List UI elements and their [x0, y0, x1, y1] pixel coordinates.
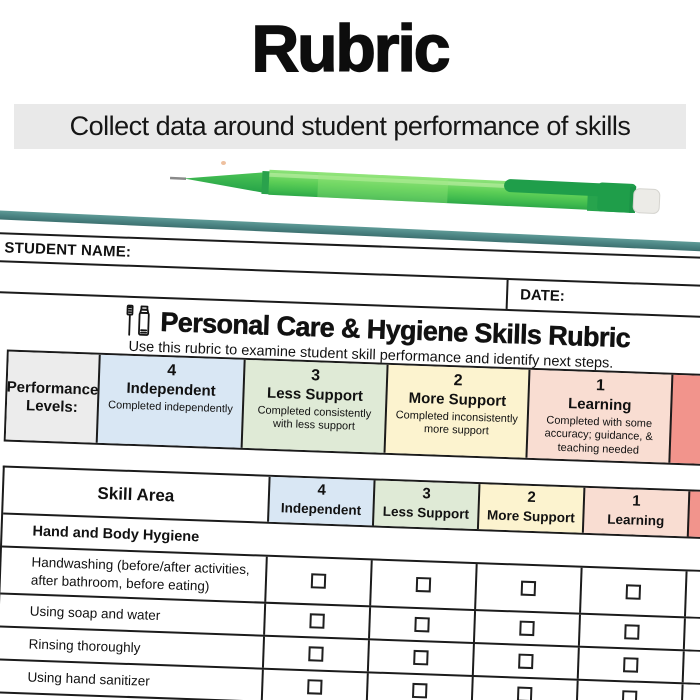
skill-row-label: Handwashing (before/after activities, af…	[30, 554, 250, 594]
column-3-score: 3	[422, 485, 432, 503]
skill-table: Skill Area 4 Independent 3 Less Support …	[0, 465, 700, 700]
rating-checkbox[interactable]	[414, 617, 430, 633]
rating-cell-cutoff	[680, 684, 700, 700]
level-1-cell: 1 Learning Completed with some accuracy;…	[525, 369, 672, 464]
rating-checkbox[interactable]	[307, 679, 323, 696]
rating-cell-4	[260, 670, 367, 700]
rating-checkbox[interactable]	[516, 687, 533, 700]
column-2-more-support: 2 More Support	[476, 484, 584, 534]
worksheet-title-block: Personal Care & Hygiene Skills Rubric Us…	[0, 292, 700, 376]
rating-checkbox[interactable]	[520, 581, 537, 597]
level-0-cutoff-cell	[668, 374, 700, 467]
column-4-score: 4	[317, 481, 327, 500]
rating-checkbox[interactable]	[519, 621, 535, 637]
column-3-less-support: 3 Less Support	[371, 480, 479, 530]
rating-cell-4	[263, 604, 370, 639]
rating-checkbox[interactable]	[621, 690, 638, 700]
poster-subtitle: Collect data around student performance …	[69, 111, 631, 141]
rating-checkbox[interactable]	[310, 573, 327, 590]
performance-levels-label: Performance Levels:	[5, 351, 99, 444]
rating-checkbox[interactable]	[308, 646, 324, 663]
rating-cell-2	[471, 644, 578, 680]
date-label: DATE:	[519, 286, 566, 305]
level-1-name: Learning	[567, 394, 632, 414]
rating-cell-2	[470, 677, 577, 700]
level-4-name: Independent	[126, 379, 216, 400]
rating-cell-cutoff	[682, 618, 700, 653]
rating-cell-2	[474, 564, 581, 614]
level-1-description: Completed with some accuracy; guidance, …	[544, 414, 654, 457]
column-3-name: Less Support	[382, 503, 470, 522]
skill-area-header: Skill Area	[97, 483, 175, 506]
rating-checkbox[interactable]	[413, 650, 429, 666]
level-3-name: Less Support	[266, 384, 364, 405]
level-3-cell: 3 Less Support Completed consistently wi…	[240, 359, 387, 454]
student-name-label: STUDENT NAME:	[4, 238, 132, 261]
rating-cell-4	[261, 637, 368, 672]
rating-checkbox[interactable]	[518, 654, 534, 670]
column-4-name: Independent	[280, 500, 362, 518]
date-field[interactable]	[564, 282, 700, 318]
level-3-description: Completed consistently with less support	[257, 403, 372, 433]
level-2-cell: 2 More Support Completed inconsistently …	[383, 364, 529, 459]
poster-subtitle-bar: Collect data around student performance …	[14, 104, 686, 149]
column-1-name: Learning	[607, 511, 665, 529]
rubric-worksheet: STUDENT NAME: DATE:	[0, 231, 700, 700]
toothbrush-toothpaste-icon	[126, 304, 150, 336]
poster-title: Rubric	[251, 10, 452, 86]
rating-cell-4	[264, 557, 371, 606]
rating-cell-3	[369, 560, 476, 610]
rating-checkbox[interactable]	[625, 584, 642, 601]
rating-cell-cutoff	[681, 651, 700, 686]
column-2-score: 2	[527, 489, 536, 507]
rating-cell-1	[576, 648, 683, 683]
column-2-name: More Support	[486, 507, 575, 526]
rating-checkbox[interactable]	[411, 683, 428, 699]
rating-cell-3	[365, 673, 472, 700]
rating-cell-3	[368, 607, 475, 643]
rating-checkbox[interactable]	[622, 657, 639, 674]
level-4-description: Completed independently	[107, 398, 234, 416]
rating-checkbox[interactable]	[309, 613, 325, 630]
pencil-illustration	[169, 169, 661, 214]
column-1-score: 1	[632, 492, 641, 511]
rating-cell-cutoff	[683, 571, 700, 620]
dust-speck	[221, 161, 226, 165]
rating-cell-3	[366, 640, 473, 676]
column-0-cutoff	[686, 491, 700, 540]
level-2-description: Completed inconsistently more support	[395, 408, 519, 438]
column-4-independent: 4 Independent	[267, 477, 374, 526]
rating-cell-2	[472, 611, 579, 647]
pencil-image	[167, 156, 689, 226]
level-4-cell: 4 Independent Completed independently	[95, 354, 244, 449]
rating-checkbox[interactable]	[415, 577, 432, 593]
column-1-learning: 1 Learning	[581, 488, 689, 537]
rating-cell-1	[579, 568, 686, 617]
rating-cell-1	[575, 681, 682, 700]
level-2-name: More Support	[408, 389, 507, 410]
rating-cell-1	[577, 615, 684, 650]
rating-checkbox[interactable]	[624, 624, 640, 641]
